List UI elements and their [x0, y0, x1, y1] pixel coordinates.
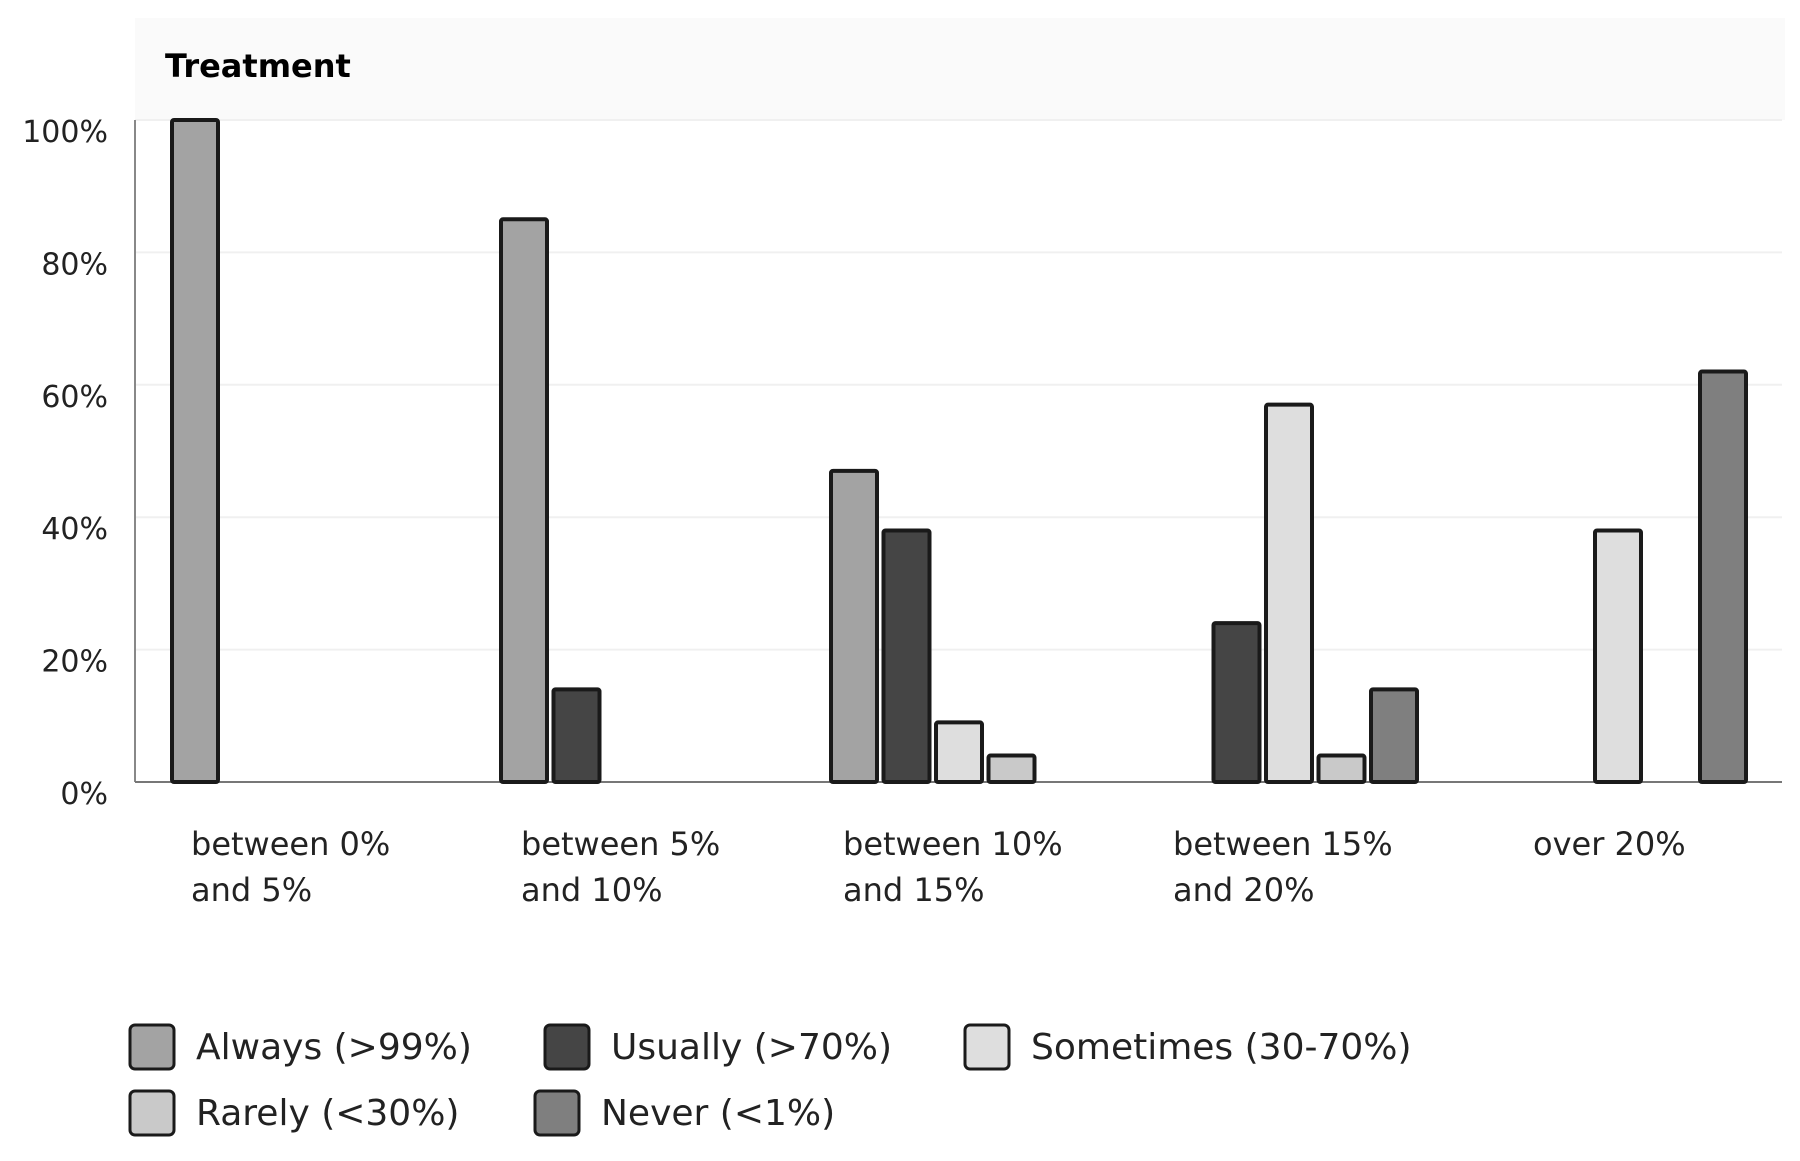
- chart-title: Treatment: [165, 47, 351, 85]
- legend-swatch: [128, 1023, 176, 1071]
- x-tick-label: between 5%: [521, 825, 720, 863]
- x-tick-label: between 10%: [843, 825, 1063, 863]
- x-tick-label: between 15%: [1173, 825, 1393, 863]
- bar: [881, 528, 932, 784]
- legend-swatch: [533, 1089, 581, 1137]
- legend-label: Sometimes (30-70%): [1031, 1027, 1412, 1068]
- bar: [499, 217, 549, 785]
- legend-label: Usually (>70%): [611, 1027, 892, 1068]
- legend-swatch: [963, 1023, 1011, 1071]
- y-tick-label: 0%: [60, 777, 108, 812]
- x-tick-label: and 15%: [843, 871, 985, 909]
- y-tick-label: 80%: [41, 247, 108, 282]
- bar: [829, 468, 879, 784]
- legend-swatch: [128, 1089, 176, 1137]
- bars: [170, 118, 1748, 785]
- x-tick-label: and 10%: [521, 871, 663, 909]
- bar: [170, 118, 220, 784]
- x-tick-label: and 20%: [1173, 871, 1315, 909]
- y-tick-label: 60%: [41, 380, 108, 415]
- bar: [1211, 621, 1262, 784]
- bar: [551, 687, 602, 785]
- y-tick-label: 40%: [41, 512, 108, 547]
- x-tick-label: between 0%: [191, 825, 390, 863]
- bar: [934, 720, 984, 784]
- x-tick-label: and 5%: [191, 871, 312, 909]
- title-band: [135, 18, 1785, 120]
- bar: [986, 753, 1037, 785]
- y-tick-label: 100%: [22, 115, 108, 150]
- bar: [1264, 402, 1314, 784]
- gridlines: [135, 119, 1782, 651]
- bar: [1698, 369, 1748, 784]
- x-axis-labels: between 0% and 5% between 5% and 10% between…: [191, 825, 1686, 909]
- legend-swatch: [543, 1023, 591, 1071]
- legend: Always (>99%) Usually (>70%) Sometimes (30…: [128, 1023, 1412, 1137]
- bar: [1593, 528, 1643, 784]
- legend-label: Rarely (<30%): [196, 1093, 459, 1134]
- legend-label: Always (>99%): [196, 1027, 472, 1068]
- y-tick-label: 20%: [41, 645, 108, 680]
- bar: [1369, 687, 1419, 785]
- bar: [1316, 753, 1367, 785]
- legend-label: Never (<1%): [601, 1093, 835, 1134]
- x-tick-label: over 20%: [1533, 825, 1686, 863]
